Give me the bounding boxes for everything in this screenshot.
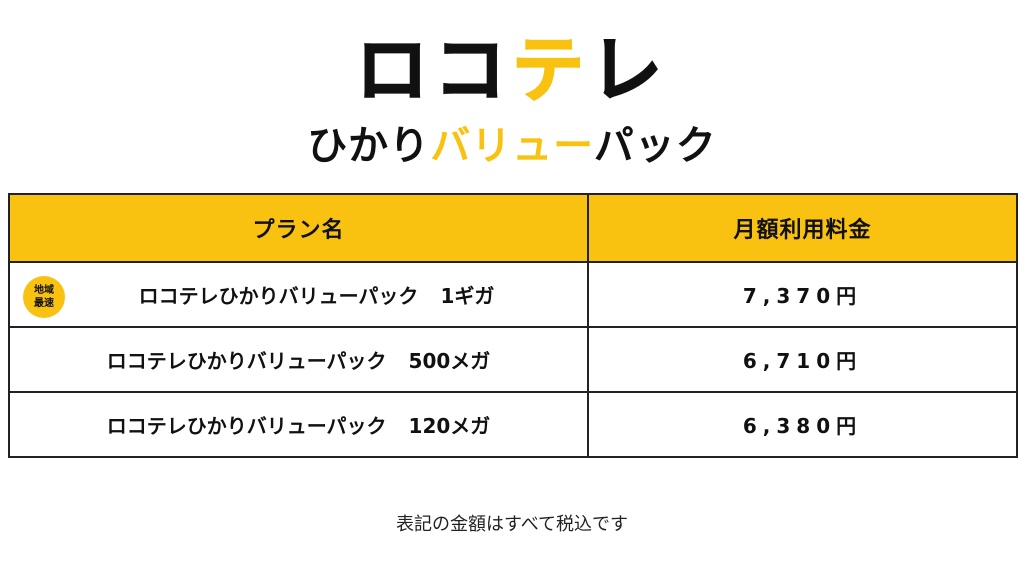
logo-part-1: ロコ (355, 27, 512, 113)
page-title: ひかりバリューパック (0, 120, 1024, 172)
title-part-3: パック (593, 123, 717, 169)
table-row: 地域 最速 ロコテレひかりバリューパック 1ギガ 7,370円 (8, 261, 1018, 328)
plan-price: 7,370円 (587, 261, 1018, 328)
plan-speed: 120メガ (408, 414, 491, 438)
plan-name: ロコテレひかりバリューパック (106, 414, 387, 438)
price-table: プラン名 月額利用料金 地域 最速 ロコテレひかりバリューパック 1ギガ 7,37… (8, 193, 1018, 458)
plan-name: ロコテレひかりバリューパック (138, 284, 419, 308)
plan-speed: 500メガ (408, 349, 491, 373)
table-row: ロコテレひかりバリューパック 120メガ 6,380円 (8, 391, 1018, 458)
tax-note: 表記の金額はすべて税込です (395, 514, 629, 535)
header-monthly-fee: 月額利用料金 (587, 193, 1018, 263)
logo-part-3: レ (589, 27, 669, 113)
plan-price: 6,710円 (587, 326, 1018, 393)
badge-line-1: 地域 (34, 285, 54, 296)
brand-logo: ロコテレ (0, 26, 1024, 114)
plan-price: 6,380円 (587, 391, 1018, 458)
badge-line-2: 最速 (34, 298, 54, 309)
title-part-1: ひかり (307, 123, 431, 169)
plan-speed: 1ギガ (440, 284, 495, 308)
plan-name-cell: ロコテレひかりバリューパック 120メガ (8, 391, 589, 458)
fastest-in-area-badge: 地域 最速 (23, 276, 65, 318)
plan-name-cell: ロコテレひかりバリューパック 500メガ (8, 326, 589, 393)
table-header-row: プラン名 月額利用料金 (8, 193, 1018, 263)
plan-name-cell: 地域 最速 ロコテレひかりバリューパック 1ギガ (8, 261, 589, 328)
table-row: ロコテレひかりバリューパック 500メガ 6,710円 (8, 326, 1018, 393)
plan-name: ロコテレひかりバリューパック (106, 349, 387, 373)
title-part-2: バリュー (430, 123, 594, 169)
header-plan-name: プラン名 (8, 193, 589, 263)
logo-part-2: テ (511, 27, 590, 113)
